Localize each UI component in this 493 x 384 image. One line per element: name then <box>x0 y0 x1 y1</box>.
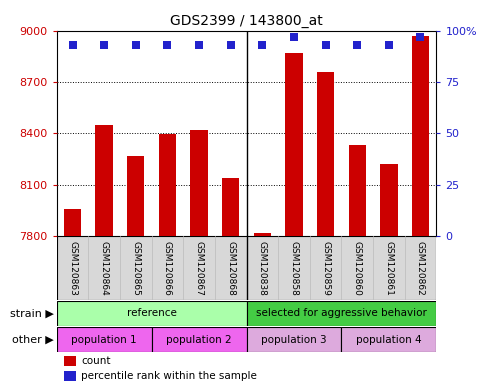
Point <box>417 34 424 40</box>
Point <box>321 42 329 48</box>
Bar <box>341 327 436 352</box>
Text: GSM120865: GSM120865 <box>131 241 141 296</box>
Bar <box>57 301 246 326</box>
Point <box>290 34 298 40</box>
Text: count: count <box>81 356 111 366</box>
Text: population 3: population 3 <box>261 334 327 345</box>
Text: percentile rank within the sample: percentile rank within the sample <box>81 371 257 381</box>
Text: other ▶: other ▶ <box>12 334 54 345</box>
Text: GSM120863: GSM120863 <box>68 241 77 296</box>
Text: GSM120861: GSM120861 <box>385 241 393 296</box>
Text: GSM120838: GSM120838 <box>258 241 267 296</box>
Text: GSM120859: GSM120859 <box>321 241 330 296</box>
Text: strain ▶: strain ▶ <box>10 308 54 318</box>
Bar <box>64 371 76 381</box>
Bar <box>152 327 246 352</box>
Bar <box>380 164 397 236</box>
Point <box>227 42 235 48</box>
Text: GSM120862: GSM120862 <box>416 241 425 296</box>
Bar <box>57 327 152 352</box>
Text: population 1: population 1 <box>71 334 137 345</box>
Bar <box>317 72 334 236</box>
Bar <box>159 134 176 236</box>
Point <box>385 42 393 48</box>
Bar <box>64 209 81 236</box>
Bar <box>127 156 144 236</box>
Text: reference: reference <box>127 308 176 318</box>
Title: GDS2399 / 143800_at: GDS2399 / 143800_at <box>170 14 323 28</box>
Text: GSM120864: GSM120864 <box>100 241 108 296</box>
Bar <box>349 146 366 236</box>
Text: GSM120868: GSM120868 <box>226 241 235 296</box>
Bar <box>64 356 76 366</box>
Text: GSM120867: GSM120867 <box>195 241 204 296</box>
Text: GSM120860: GSM120860 <box>352 241 362 296</box>
Bar <box>253 233 271 236</box>
Point <box>258 42 266 48</box>
Bar <box>96 125 113 236</box>
Bar <box>412 36 429 236</box>
Point <box>164 42 172 48</box>
Text: population 2: population 2 <box>166 334 232 345</box>
Text: GSM120858: GSM120858 <box>289 241 298 296</box>
Bar <box>246 327 341 352</box>
Point <box>100 42 108 48</box>
Point <box>132 42 140 48</box>
Text: selected for aggressive behavior: selected for aggressive behavior <box>256 308 427 318</box>
Text: GSM120866: GSM120866 <box>163 241 172 296</box>
Bar <box>222 178 240 236</box>
Text: population 4: population 4 <box>356 334 422 345</box>
Point <box>353 42 361 48</box>
Point <box>69 42 76 48</box>
Bar <box>246 301 436 326</box>
Point <box>195 42 203 48</box>
Bar <box>57 236 436 300</box>
Bar <box>190 130 208 236</box>
Bar <box>285 53 303 236</box>
